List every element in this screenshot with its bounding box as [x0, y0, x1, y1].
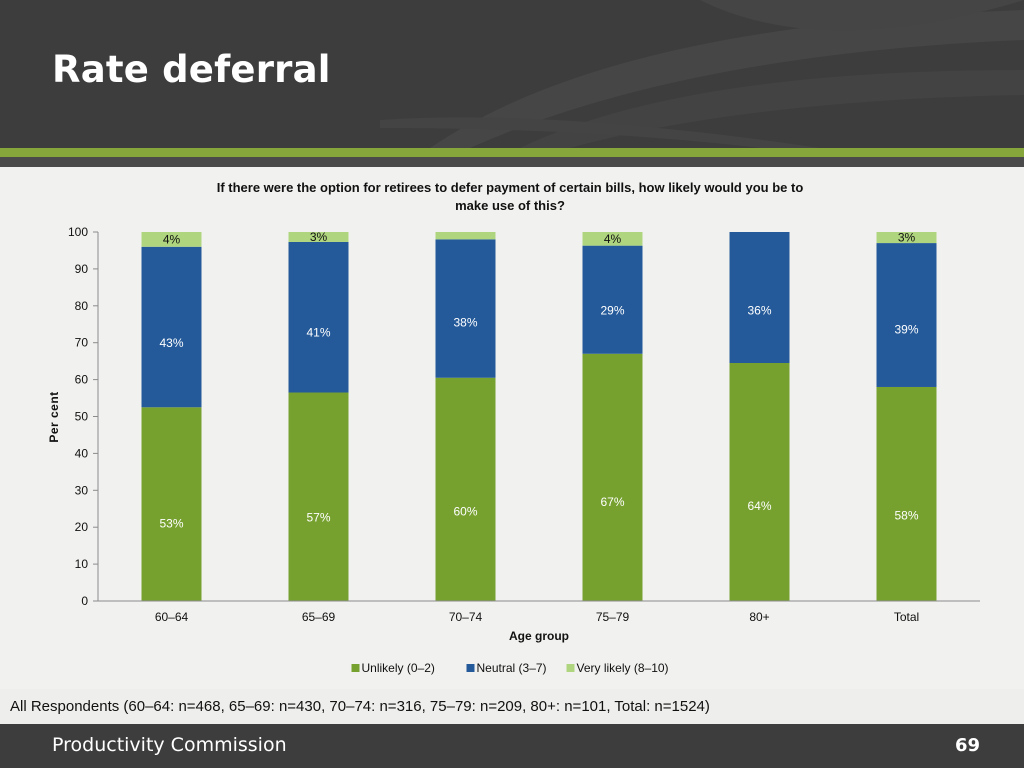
y-tick-label: 10 — [75, 557, 89, 571]
bar-segment-very-likely — [141, 232, 202, 247]
data-label: 36% — [747, 304, 771, 318]
bar-segment-unlikely — [141, 407, 202, 601]
legend-swatch — [351, 664, 360, 672]
x-tick-label: 70–74 — [449, 610, 483, 624]
bar-segment-very-likely — [582, 232, 643, 246]
data-label: 43% — [159, 336, 183, 350]
bar-segment-neutral — [729, 232, 790, 363]
data-label: 41% — [306, 325, 330, 339]
y-tick-label: 90 — [75, 262, 89, 276]
x-tick-label: 65–69 — [302, 610, 336, 624]
legend-label: Unlikely (0–2) — [362, 661, 435, 675]
legend-swatch — [566, 664, 575, 672]
bar-segment-neutral — [582, 245, 643, 354]
y-tick-label: 100 — [68, 225, 88, 239]
bar-segment-very-likely — [288, 232, 349, 242]
data-label: 67% — [600, 495, 624, 509]
y-tick-label: 0 — [81, 594, 88, 608]
data-label: 3% — [898, 231, 916, 245]
data-label: 64% — [747, 499, 771, 513]
legend-label: Neutral (3–7) — [477, 661, 547, 675]
bar-segment-unlikely — [876, 386, 937, 601]
organization-name: Productivity Commission — [52, 734, 287, 756]
slide-header: Rate deferral — [0, 0, 1024, 148]
data-label: 4% — [163, 232, 181, 246]
chart-title-line-1: If there were the option for retirees to… — [217, 180, 804, 195]
y-axis-label: Per cent — [47, 391, 61, 442]
x-axis-label: Age group — [509, 629, 569, 643]
divider-band — [0, 157, 1024, 167]
legend-swatch — [466, 664, 475, 672]
bar-segment-neutral — [288, 241, 349, 393]
x-tick-label: 60–64 — [155, 610, 189, 624]
bar-segment-very-likely — [435, 232, 496, 240]
bar-segment-unlikely — [582, 353, 643, 601]
data-label: 3% — [310, 230, 328, 244]
bar-segment-unlikely — [729, 362, 790, 601]
header-decoration — [380, 0, 1024, 148]
sample-size-note: All Respondents (60–64: n=468, 65–69: n=… — [10, 698, 710, 715]
data-label: 29% — [600, 304, 624, 318]
data-label: 58% — [894, 508, 918, 522]
bars: 53% 43% 4% 57% 41% 3% 60% 38% 67% 29% 4% 64% 36% 58% 3… — [141, 230, 937, 601]
data-label: 38% — [453, 315, 477, 329]
y-tick-label: 80 — [75, 299, 89, 313]
y-tick-label: 50 — [75, 410, 89, 424]
bar-segment-very-likely — [876, 232, 937, 244]
chart-panel: If there were the option for retirees to… — [0, 167, 1024, 689]
slide-title: Rate deferral — [52, 48, 331, 91]
accent-band — [0, 148, 1024, 157]
page-number: 69 — [954, 735, 980, 756]
bar-segment-unlikely — [288, 392, 349, 601]
y-axis: 0 10 20 30 40 50 60 70 80 90 100 — [68, 225, 99, 608]
legend-label: Very likely (8–10) — [577, 661, 669, 675]
x-tick-label: Total — [894, 610, 919, 624]
bar-segment-unlikely — [435, 377, 496, 601]
x-axis: 60–64 65–69 70–74 75–79 80+ Total — [98, 600, 980, 624]
data-label: 57% — [306, 511, 330, 525]
x-tick-label: 75–79 — [596, 610, 630, 624]
data-label: 60% — [453, 505, 477, 519]
chart-legend: Unlikely (0–2) Neutral (3–7) Very likely (… — [351, 661, 669, 675]
stacked-bar-chart: If there were the option for retirees to… — [47, 180, 980, 675]
data-label: 53% — [159, 517, 183, 531]
y-tick-label: 40 — [75, 446, 89, 460]
y-tick-label: 70 — [75, 336, 89, 350]
data-label: 4% — [604, 232, 622, 246]
data-label: 39% — [894, 322, 918, 336]
slide-footer: Productivity Commission 69 — [0, 724, 1024, 768]
bar-segment-neutral — [435, 239, 496, 378]
x-tick-label: 80+ — [749, 610, 769, 624]
bar-segment-neutral — [876, 243, 937, 387]
y-tick-label: 20 — [75, 520, 89, 534]
y-tick-label: 60 — [75, 373, 89, 387]
chart-title-line-2: make use of this? — [455, 198, 565, 213]
bar-segment-neutral — [141, 246, 202, 408]
y-tick-label: 30 — [75, 483, 89, 497]
